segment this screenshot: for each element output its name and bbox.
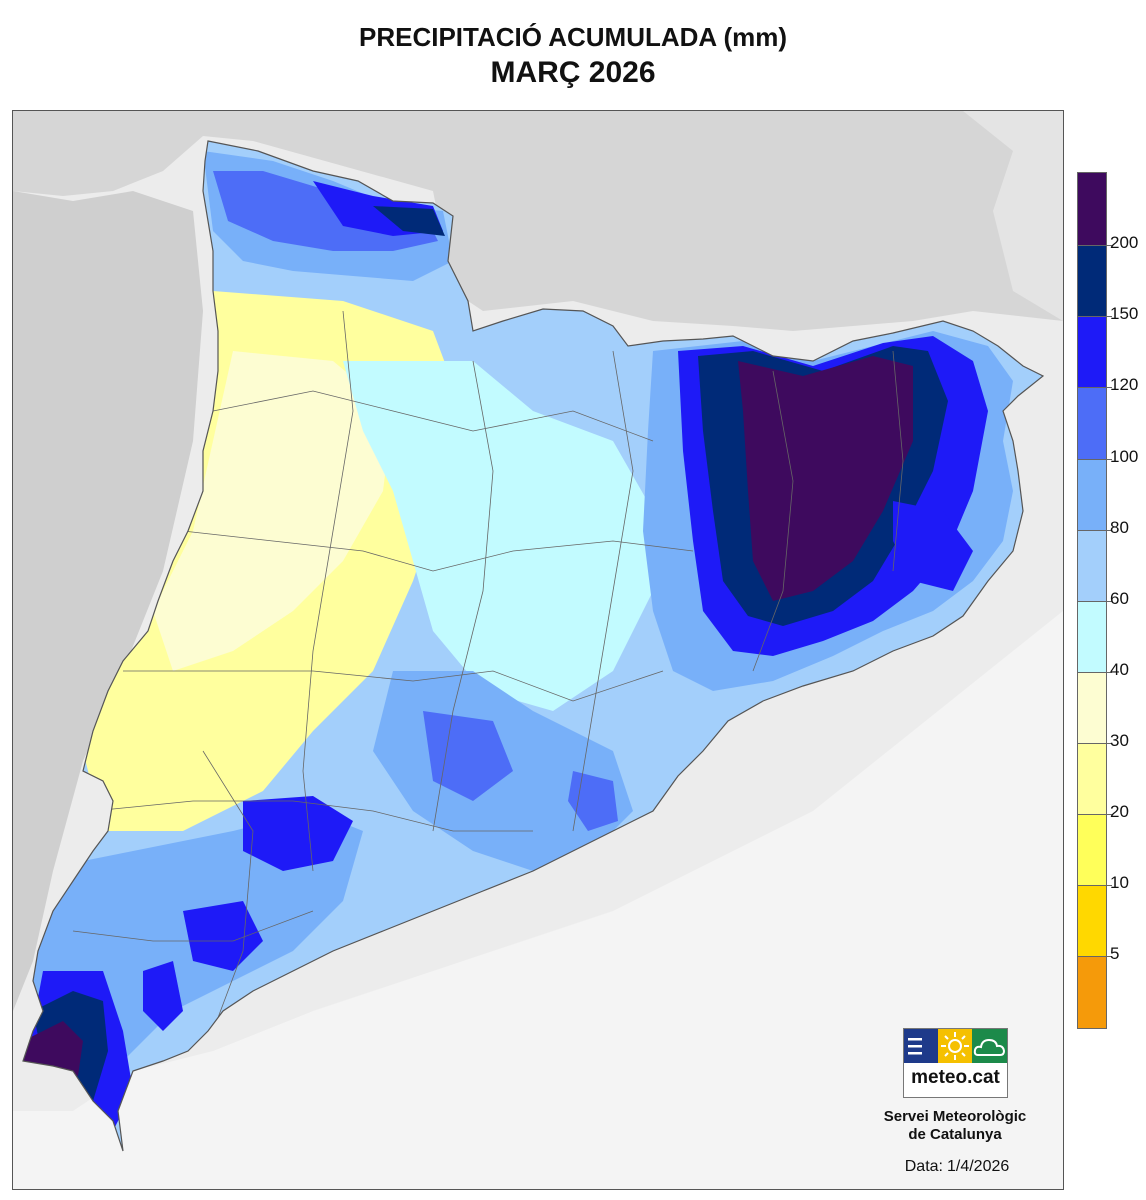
legend-tick: 30 [1110, 731, 1129, 750]
legend-band-150-200 [1078, 245, 1106, 316]
legend-tick: 100 [1110, 447, 1139, 466]
legend-tick: 5 [1110, 944, 1120, 963]
legend-tick: 60 [1110, 589, 1129, 608]
map-date: Data: 1/4/2026 [850, 1158, 1060, 1176]
map-title: PRECIPITACIÓ ACUMULADA (mm) [358, 22, 788, 52]
legend-tick: 20 [1110, 802, 1129, 821]
legend-tick: 120 [1110, 375, 1139, 394]
cloud-icon [972, 1029, 1007, 1063]
legend-band-200-plus [1078, 173, 1106, 245]
date-value: 1/4/2026 [946, 1158, 1010, 1175]
legend-tick: 40 [1110, 660, 1129, 679]
legend-tick: 200 [1110, 233, 1139, 252]
legend-band-120-150 [1078, 316, 1106, 387]
precipitation-map [12, 110, 1064, 1190]
map-subtitle: MARÇ 2026 [490, 56, 656, 89]
legend-band-80-100 [1078, 459, 1106, 530]
meteocat-logo: meteo.cat [903, 1028, 1008, 1098]
legend-tick: 10 [1110, 873, 1129, 892]
legend-color-bar [1077, 172, 1112, 1029]
date-label: Data: [904, 1158, 943, 1175]
organization-name-line2: de Catalunya [908, 1126, 1002, 1143]
legend-band-10-20 [1078, 814, 1106, 885]
legend-band-60-80 [1078, 530, 1106, 601]
logo-text: meteo.cat [911, 1067, 1000, 1088]
legend-tick: 150 [1110, 304, 1139, 323]
sun-icon [938, 1029, 972, 1063]
organization-name-line1: Servei Meteorològic [883, 1108, 1027, 1125]
legend-tick: 80 [1110, 518, 1129, 537]
legend-band-30-40 [1078, 672, 1106, 743]
legend-band-20-30 [1078, 743, 1106, 814]
legend-band-40-60 [1078, 601, 1106, 672]
legend-band-5-10 [1078, 885, 1106, 956]
legend-band-100-120 [1078, 387, 1106, 459]
legend-band-0-5 [1078, 956, 1106, 1028]
menu-icon [904, 1029, 938, 1063]
